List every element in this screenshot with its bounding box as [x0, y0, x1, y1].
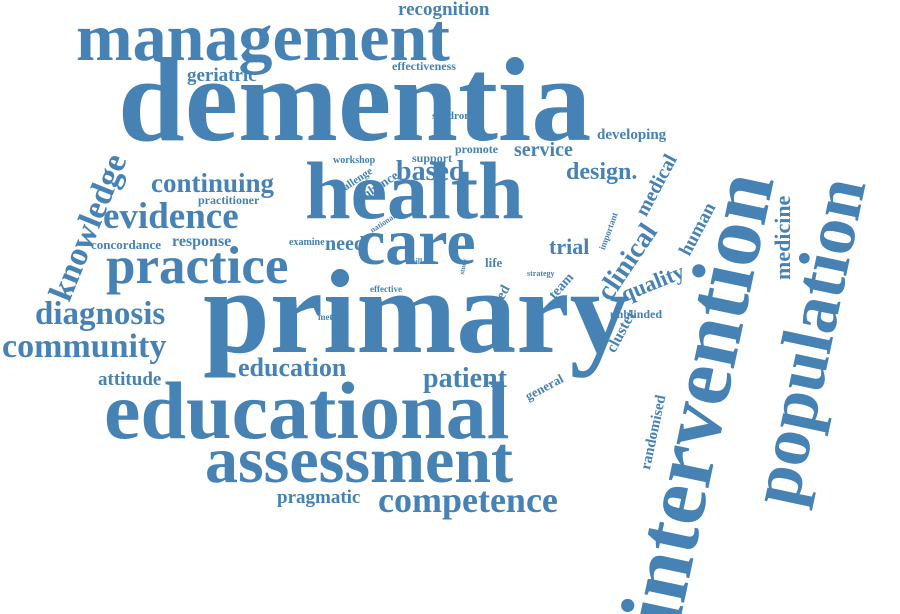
- word-method: method: [318, 312, 347, 322]
- word-syndrome: syndrome: [432, 110, 479, 122]
- word-practitioner: practitioner: [198, 193, 260, 207]
- word-diagnosis: diagnosis: [35, 296, 166, 332]
- word-dementia: dementia: [118, 33, 592, 166]
- word-need: need: [325, 233, 365, 255]
- word-support: support: [412, 151, 453, 165]
- word-geriatric: geriatric: [187, 65, 257, 86]
- word-health: health: [305, 145, 524, 236]
- word-competence: competence: [378, 480, 558, 520]
- word-service: service: [514, 139, 573, 161]
- word-continuing: continuing: [151, 168, 275, 198]
- word-care: care: [356, 206, 476, 279]
- word-pragmatic: pragmatic: [277, 487, 361, 508]
- word-evidence: evidence: [103, 196, 239, 237]
- word-education: education: [238, 353, 347, 382]
- word-recognition: recognition: [398, 0, 490, 20]
- word-workshop: workshop: [333, 155, 376, 166]
- word-promote: promote: [455, 142, 499, 156]
- word-based: based: [396, 156, 465, 187]
- word-life: life: [485, 255, 503, 270]
- word-effectiveness: effectiveness: [392, 59, 456, 73]
- word-community: community: [2, 328, 167, 365]
- word-patient: patient: [423, 363, 507, 394]
- word-effective: effective: [370, 284, 402, 294]
- word-skill: skill: [408, 257, 423, 266]
- word-developing: developing: [597, 127, 667, 143]
- word-attitude: attitude: [98, 369, 162, 390]
- word-design: design.: [566, 159, 638, 185]
- word-response: response: [172, 233, 232, 250]
- word-educational: educational: [104, 365, 510, 456]
- word-concordance: concordance: [91, 237, 162, 252]
- word-strategy: strategy: [527, 269, 555, 278]
- word-medical: medical: [631, 150, 682, 220]
- word-examine: examine: [289, 237, 325, 248]
- word-practice: practice: [106, 237, 289, 295]
- word-assessment: assessment: [205, 424, 513, 497]
- word-unblinded: unblinded: [610, 307, 663, 321]
- word-trial: trial: [549, 234, 590, 259]
- word-primary: primary: [203, 245, 630, 378]
- word-management: management: [76, 0, 450, 75]
